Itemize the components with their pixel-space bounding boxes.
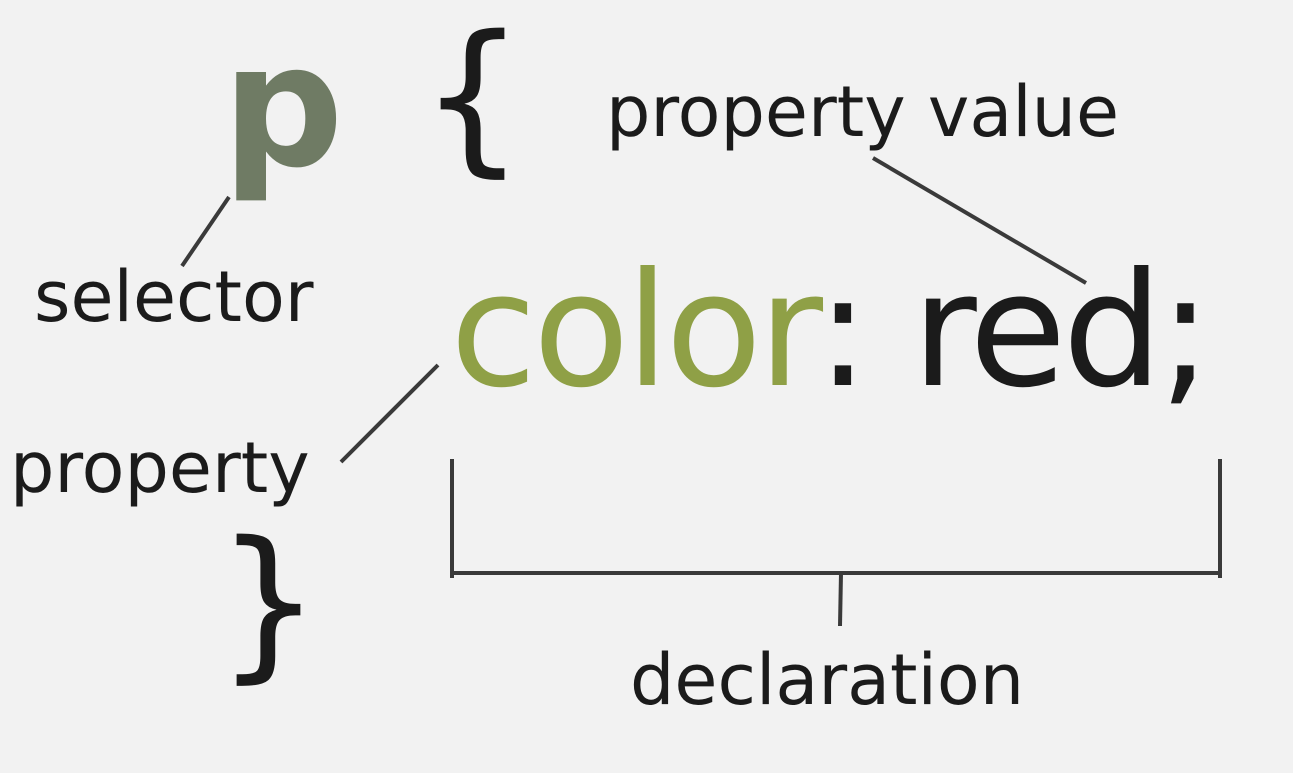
value-text: red	[911, 239, 1163, 423]
open-brace: {	[420, 0, 525, 192]
selector-leader-line	[180, 195, 231, 268]
selector-label: selector	[34, 256, 314, 338]
property-label: property	[10, 427, 310, 509]
selector-text: p	[222, 8, 344, 206]
colon-text: :	[816, 239, 869, 423]
property-leader-line	[339, 363, 440, 464]
declaration-bracket-stem	[838, 572, 843, 627]
close-brace: }	[216, 506, 321, 698]
declaration-text: color: red;	[450, 252, 1212, 410]
semicolon-text: ;	[1158, 239, 1212, 423]
property-value-leader-line	[871, 156, 1088, 285]
property-value-label: property value	[606, 71, 1120, 153]
property-text: color	[450, 239, 820, 423]
declaration-label: declaration	[630, 639, 1025, 721]
